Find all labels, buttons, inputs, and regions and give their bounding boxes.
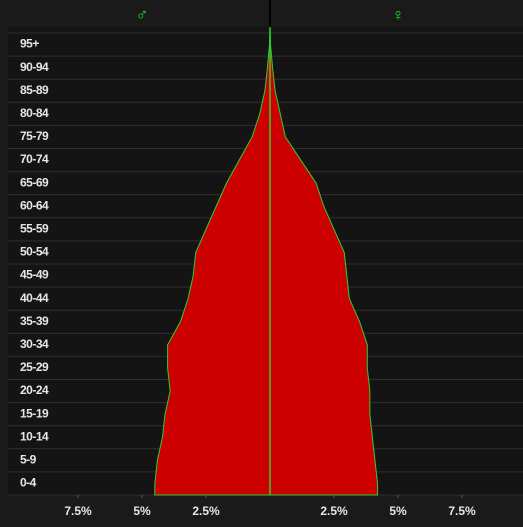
x-tick-label: 7.5% xyxy=(64,504,92,518)
age-label: 55-59 xyxy=(20,222,49,236)
age-label: 35-39 xyxy=(20,314,49,328)
age-label: 90-94 xyxy=(20,60,49,74)
age-label: 0-4 xyxy=(20,476,37,490)
age-label: 20-24 xyxy=(20,383,49,397)
legend-symbol: ♂ xyxy=(136,5,149,24)
age-label: 95+ xyxy=(20,37,39,51)
age-label: 30-34 xyxy=(20,337,49,351)
population-area xyxy=(269,26,379,496)
age-label: 15-19 xyxy=(20,406,49,420)
population-area xyxy=(154,26,271,496)
age-label: 40-44 xyxy=(20,291,49,305)
x-tick-label: 5% xyxy=(389,504,407,518)
age-label: 5-9 xyxy=(20,453,37,467)
age-label: 80-84 xyxy=(20,106,49,120)
age-label: 25-29 xyxy=(20,360,49,374)
age-label: 45-49 xyxy=(20,268,49,282)
age-label: 10-14 xyxy=(20,429,49,443)
age-label: 85-89 xyxy=(20,83,49,97)
legend-symbol: ♀ xyxy=(392,5,405,24)
age-label: 50-54 xyxy=(20,245,49,259)
age-label: 65-69 xyxy=(20,175,49,189)
x-tick-label: 2.5% xyxy=(320,504,348,518)
age-label: 60-64 xyxy=(20,198,49,212)
x-tick-label: 5% xyxy=(133,504,151,518)
age-label: 75-79 xyxy=(20,129,49,143)
x-tick-label: 7.5% xyxy=(448,504,476,518)
age-label: 70-74 xyxy=(20,152,49,166)
x-tick-label: 2.5% xyxy=(192,504,220,518)
